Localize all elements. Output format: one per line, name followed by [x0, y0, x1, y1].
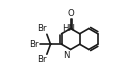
- Text: N: N: [63, 51, 70, 60]
- Text: O: O: [68, 9, 75, 18]
- Text: HN: HN: [62, 24, 75, 33]
- Text: Br: Br: [37, 24, 46, 33]
- Text: Br: Br: [29, 40, 39, 49]
- Text: Br: Br: [37, 55, 46, 64]
